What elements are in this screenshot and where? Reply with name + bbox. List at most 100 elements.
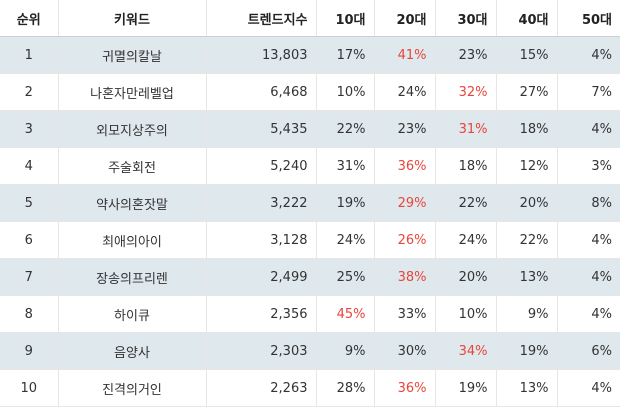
cell-age-20s: 24% <box>374 73 436 111</box>
table-row: 1 귀멸의칼날 13,803 17% 41% 23% 15% 4% <box>0 36 620 74</box>
cell-rank: 9 <box>0 332 59 370</box>
cell-age-30s: 22% <box>435 184 497 222</box>
cell-age-20s: 36% <box>374 147 436 185</box>
cell-age-50s: 8% <box>557 184 620 222</box>
header-age-30s: 30대 <box>435 0 497 37</box>
cell-age-20s: 41% <box>374 36 436 74</box>
cell-keyword: 진격의거인 <box>58 369 207 407</box>
table-row: 6 최애의아이 3,128 24% 26% 24% 22% 4% <box>0 221 620 259</box>
cell-age-30s: 20% <box>435 258 497 296</box>
cell-age-40s: 22% <box>496 221 558 259</box>
cell-age-40s: 19% <box>496 332 558 370</box>
header-trend-index: 트렌드지수 <box>206 0 317 37</box>
cell-rank: 2 <box>0 73 59 111</box>
cell-age-10s: 10% <box>316 73 375 111</box>
cell-age-50s: 4% <box>557 295 620 333</box>
table-row: 2 나혼자만레벨업 6,468 10% 24% 32% 27% 7% <box>0 73 620 111</box>
cell-age-10s: 24% <box>316 221 375 259</box>
cell-keyword: 약사의혼잣말 <box>58 184 207 222</box>
table-row: 9 음양사 2,303 9% 30% 34% 19% 6% <box>0 332 620 370</box>
cell-age-30s: 24% <box>435 221 497 259</box>
cell-trend-index: 3,128 <box>206 221 317 259</box>
cell-age-40s: 18% <box>496 110 558 148</box>
cell-keyword: 나혼자만레벨업 <box>58 73 207 111</box>
cell-trend-index: 2,499 <box>206 258 317 296</box>
cell-keyword: 하이큐 <box>58 295 207 333</box>
cell-trend-index: 2,303 <box>206 332 317 370</box>
cell-age-30s: 34% <box>435 332 497 370</box>
cell-trend-index: 13,803 <box>206 36 317 74</box>
cell-trend-index: 6,468 <box>206 73 317 111</box>
cell-age-50s: 6% <box>557 332 620 370</box>
cell-age-10s: 31% <box>316 147 375 185</box>
cell-keyword: 음양사 <box>58 332 207 370</box>
header-age-10s: 10대 <box>316 0 375 37</box>
table-row: 10 진격의거인 2,263 28% 36% 19% 13% 4% <box>0 369 620 407</box>
cell-age-50s: 7% <box>557 73 620 111</box>
header-rank: 순위 <box>0 0 59 37</box>
cell-rank: 8 <box>0 295 59 333</box>
cell-keyword: 주술회전 <box>58 147 207 185</box>
cell-age-30s: 18% <box>435 147 497 185</box>
table-row: 3 외모지상주의 5,435 22% 23% 31% 18% 4% <box>0 110 620 148</box>
cell-trend-index: 3,222 <box>206 184 317 222</box>
cell-age-20s: 36% <box>374 369 436 407</box>
cell-age-50s: 4% <box>557 221 620 259</box>
cell-age-10s: 9% <box>316 332 375 370</box>
cell-age-10s: 17% <box>316 36 375 74</box>
cell-rank: 3 <box>0 110 59 148</box>
cell-age-30s: 23% <box>435 36 497 74</box>
cell-age-40s: 20% <box>496 184 558 222</box>
header-age-40s: 40대 <box>496 0 558 37</box>
cell-age-40s: 9% <box>496 295 558 333</box>
cell-rank: 5 <box>0 184 59 222</box>
cell-trend-index: 5,240 <box>206 147 317 185</box>
cell-keyword: 귀멸의칼날 <box>58 36 207 74</box>
cell-age-20s: 33% <box>374 295 436 333</box>
cell-age-40s: 12% <box>496 147 558 185</box>
header-row: 순위 키워드 트렌드지수 10대 20대 30대 40대 50대 <box>0 0 620 37</box>
cell-age-20s: 23% <box>374 110 436 148</box>
header-keyword: 키워드 <box>58 0 207 37</box>
cell-age-30s: 31% <box>435 110 497 148</box>
cell-age-50s: 4% <box>557 110 620 148</box>
cell-rank: 7 <box>0 258 59 296</box>
header-age-20s: 20대 <box>374 0 436 37</box>
cell-age-40s: 13% <box>496 369 558 407</box>
table-row: 4 주술회전 5,240 31% 36% 18% 12% 3% <box>0 147 620 185</box>
cell-trend-index: 5,435 <box>206 110 317 148</box>
cell-age-10s: 25% <box>316 258 375 296</box>
cell-age-40s: 13% <box>496 258 558 296</box>
cell-rank: 6 <box>0 221 59 259</box>
cell-trend-index: 2,356 <box>206 295 317 333</box>
cell-rank: 1 <box>0 36 59 74</box>
cell-age-50s: 4% <box>557 369 620 407</box>
table-row: 5 약사의혼잣말 3,222 19% 29% 22% 20% 8% <box>0 184 620 222</box>
cell-keyword: 최애의아이 <box>58 221 207 259</box>
cell-rank: 10 <box>0 369 59 407</box>
cell-age-20s: 30% <box>374 332 436 370</box>
cell-age-50s: 3% <box>557 147 620 185</box>
cell-age-40s: 15% <box>496 36 558 74</box>
table-row: 8 하이큐 2,356 45% 33% 10% 9% 4% <box>0 295 620 333</box>
cell-rank: 4 <box>0 147 59 185</box>
cell-keyword: 장송의프리렌 <box>58 258 207 296</box>
cell-age-50s: 4% <box>557 258 620 296</box>
cell-trend-index: 2,263 <box>206 369 317 407</box>
header-age-50s: 50대 <box>557 0 620 37</box>
table-row: 7 장송의프리렌 2,499 25% 38% 20% 13% 4% <box>0 258 620 296</box>
cell-age-30s: 19% <box>435 369 497 407</box>
cell-age-10s: 45% <box>316 295 375 333</box>
cell-age-20s: 29% <box>374 184 436 222</box>
table-body: 1 귀멸의칼날 13,803 17% 41% 23% 15% 4% 2 나혼자만레벨업 6,468 1… <box>0 36 620 407</box>
cell-age-10s: 19% <box>316 184 375 222</box>
cell-age-20s: 26% <box>374 221 436 259</box>
cell-age-30s: 10% <box>435 295 497 333</box>
cell-age-20s: 38% <box>374 258 436 296</box>
cell-age-50s: 4% <box>557 36 620 74</box>
cell-age-10s: 28% <box>316 369 375 407</box>
cell-age-40s: 27% <box>496 73 558 111</box>
cell-age-10s: 22% <box>316 110 375 148</box>
cell-age-30s: 32% <box>435 73 497 111</box>
